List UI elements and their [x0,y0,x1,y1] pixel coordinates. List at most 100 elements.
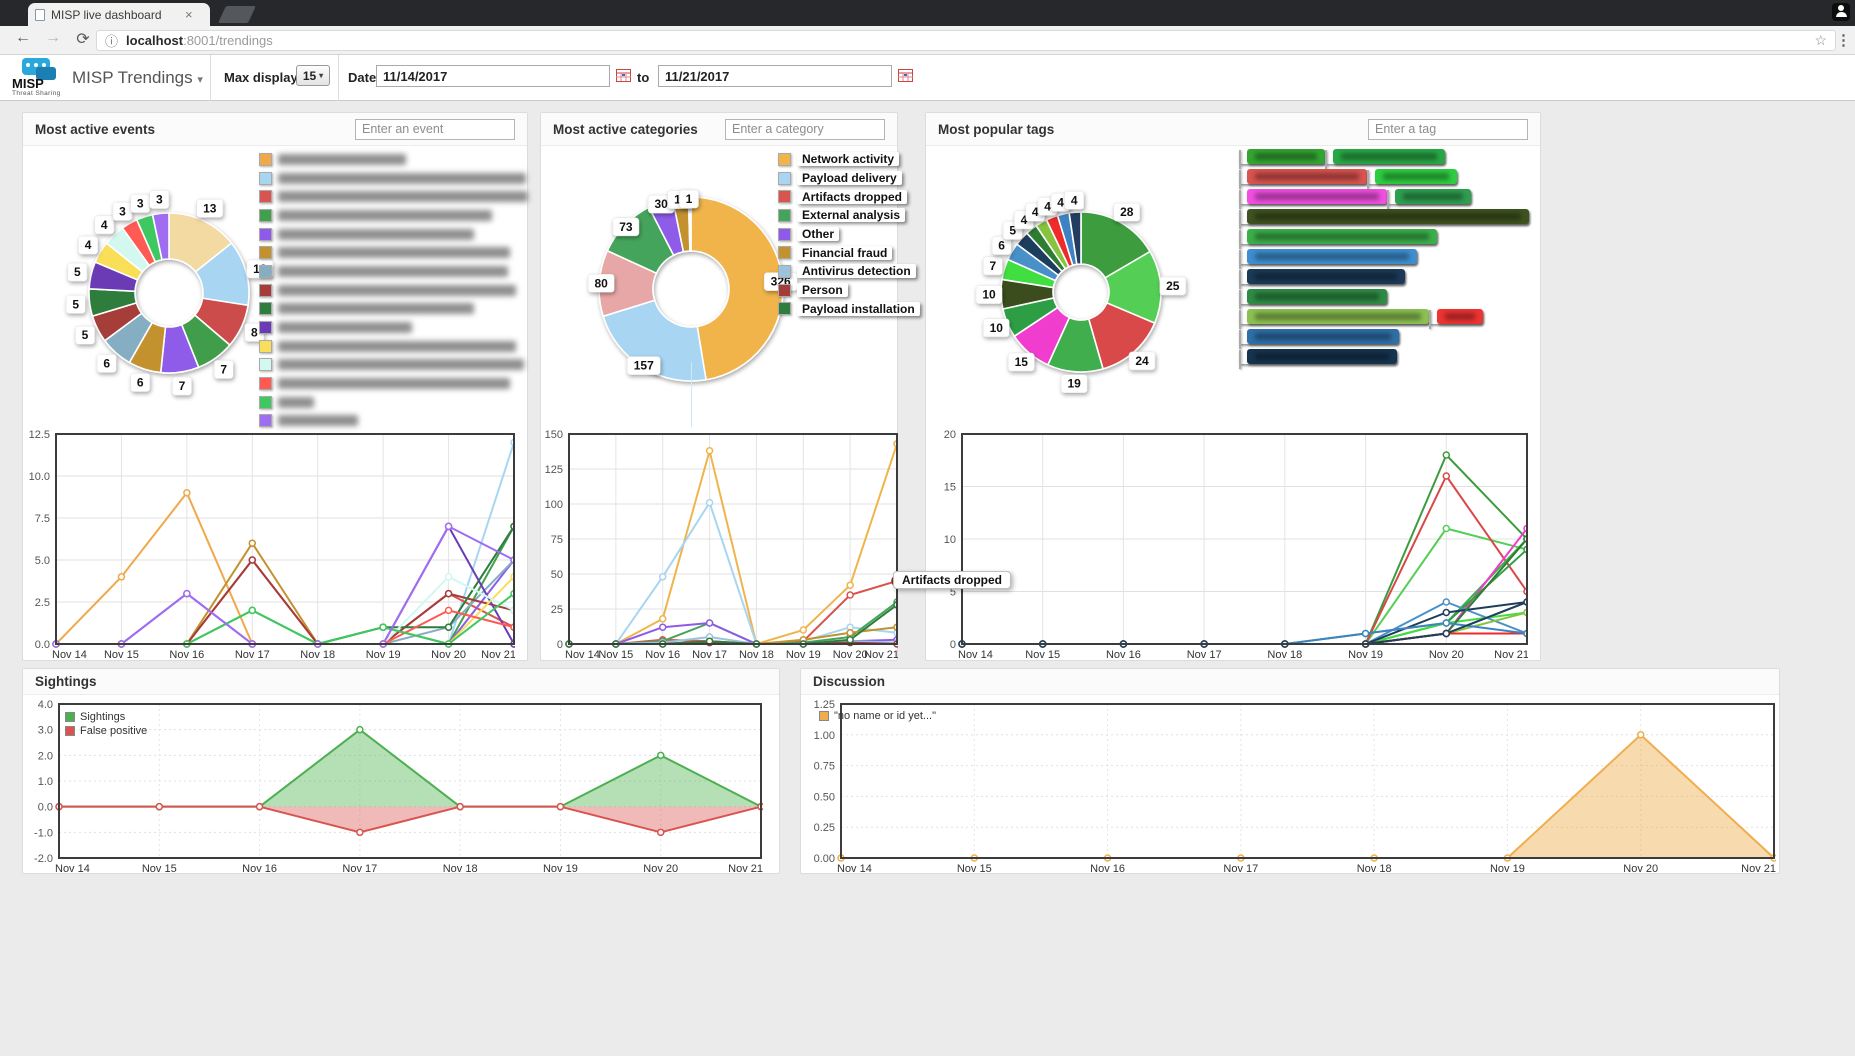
donut-slice[interactable] [690,196,784,381]
donut-slice[interactable] [1068,211,1082,266]
data-point[interactable] [846,591,854,599]
donut-slices[interactable] [1000,211,1162,373]
legend-item[interactable] [259,225,528,244]
data-point[interactable] [444,589,453,598]
legend-item[interactable] [259,150,528,169]
site-info-icon[interactable]: ⓘ [105,34,119,49]
legend-item[interactable] [259,206,528,225]
data-point[interactable] [444,623,453,631]
donut-slices[interactable] [598,196,784,382]
data-point[interactable] [846,581,854,589]
donut-slice[interactable] [602,299,707,382]
reload-button[interactable]: ⟳ [76,31,90,48]
events-line-chart[interactable]: 0.0 2.5 5.0 7.5 10.0 12.5 Nov 14 Nov 15 Nov 16 No… [23,430,515,662]
misp-logo[interactable]: MISP Threat Sharing [12,58,64,98]
line-series[interactable] [962,548,1528,645]
legend-item[interactable] [1239,289,1387,309]
tag-search-input[interactable] [1368,118,1528,140]
line-series[interactable] [569,501,898,645]
line-series[interactable] [962,632,1527,645]
legend-item[interactable]: Sightings [65,710,147,724]
data-point[interactable] [705,498,714,507]
donut-slice[interactable] [151,212,170,261]
line-series[interactable] [55,491,514,645]
data-point[interactable] [248,556,257,564]
data-point[interactable] [1442,619,1451,627]
data-point[interactable] [556,802,565,811]
legend-item[interactable] [1239,269,1405,289]
legend-item[interactable] [1239,149,1325,169]
line-series[interactable] [962,475,1528,645]
legend-item[interactable] [259,318,528,337]
data-point[interactable] [656,828,665,837]
data-point[interactable] [248,606,257,615]
data-point[interactable] [1442,451,1451,459]
data-point[interactable] [444,522,453,531]
legend-item[interactable]: Network activity [778,150,920,169]
bookmark-star-icon[interactable]: ☆ [1814,32,1827,48]
calendar-icon[interactable] [898,68,913,82]
legend-item[interactable] [259,393,528,412]
data-point[interactable] [705,447,714,455]
legend-item[interactable] [1429,309,1483,329]
data-point[interactable] [117,573,126,581]
legend-item[interactable]: False positive [65,724,147,738]
line-series[interactable] [962,611,1528,645]
legend-item[interactable]: Person [778,281,920,300]
legend-item[interactable] [1325,149,1445,169]
legend-item[interactable]: Antivirus detection [778,262,920,281]
sightings-area-chart[interactable]: -2.0 -1.0 0.0 1.0 2.0 3.0 4.0 Nov 14 Nov 15 Nov 1… [23,700,763,876]
data-point[interactable] [1442,629,1451,638]
legend-item[interactable]: Other [778,225,920,244]
donut-slices[interactable] [88,212,250,374]
legend-item[interactable]: Payload installation [778,300,920,319]
data-point[interactable] [155,802,164,811]
discussion-area-chart[interactable]: 0.00 0.25 0.50 0.75 1.00 1.25 Nov 14 Nov 15 Nov … [801,700,1776,876]
data-point[interactable] [183,589,191,598]
legend-item[interactable] [1239,209,1529,229]
date-from-input[interactable] [376,65,610,87]
data-point[interactable] [356,828,364,837]
legend-item[interactable] [259,262,528,281]
data-point[interactable] [1442,472,1451,480]
legend-item[interactable]: "no name or id yet..." [819,709,936,723]
legend-item[interactable] [1239,249,1417,269]
data-point[interactable] [183,489,191,497]
browser-tab[interactable]: MISP live dashboard × [28,3,210,26]
data-point[interactable] [705,619,714,627]
legend-item[interactable] [1239,349,1397,369]
data-point[interactable] [456,802,464,811]
legend-item[interactable] [259,300,528,319]
legend-item[interactable] [259,187,528,206]
legend-item[interactable] [259,337,528,356]
date-to-input[interactable] [658,65,892,87]
legend-item[interactable] [1239,329,1399,349]
data-point[interactable] [444,573,453,581]
data-point[interactable] [799,626,808,634]
new-tab-button[interactable] [218,6,256,23]
data-point[interactable] [248,539,257,547]
data-point[interactable] [846,636,854,644]
legend-item[interactable] [259,169,528,188]
data-point[interactable] [1361,629,1370,638]
legend-item[interactable] [259,374,528,393]
url-bar[interactable]: ⓘ localhost :8001/trendings ☆ [96,30,1836,51]
data-point[interactable] [658,615,667,623]
data-point[interactable] [1442,608,1451,617]
tags-line-chart[interactable]: 0 5 10 15 20 Nov 14 Nov 15 Nov 16 Nov 17 Nov 18 No… [926,430,1528,662]
forward-button[interactable]: → [45,29,61,46]
data-point[interactable] [658,573,667,581]
legend-item[interactable] [259,412,528,431]
legend-item[interactable] [1387,189,1471,209]
data-point[interactable] [658,623,667,631]
legend-item[interactable] [259,356,528,375]
data-point[interactable] [1636,731,1645,739]
line-series[interactable] [569,443,898,645]
legend-item[interactable] [1239,229,1437,249]
data-point[interactable] [656,751,665,760]
app-title-dropdown[interactable]: MISP Trendings ▾ [72,68,203,88]
line-series[interactable] [962,527,1528,645]
line-series[interactable] [962,527,1528,645]
data-point[interactable] [846,629,854,637]
